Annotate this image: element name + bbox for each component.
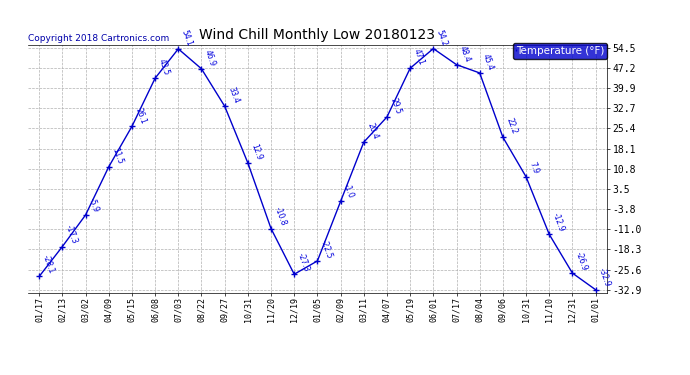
Text: 29.5: 29.5: [388, 97, 402, 116]
Title: Wind Chill Monthly Low 20180123: Wind Chill Monthly Low 20180123: [199, 28, 435, 42]
Text: 47.1: 47.1: [411, 48, 426, 67]
Text: 48.4: 48.4: [458, 44, 472, 63]
Text: -1.0: -1.0: [342, 183, 355, 200]
Text: 45.4: 45.4: [481, 53, 495, 72]
Text: 26.1: 26.1: [133, 106, 148, 125]
Text: Copyright 2018 Cartronics.com: Copyright 2018 Cartronics.com: [28, 33, 169, 42]
Text: 46.9: 46.9: [203, 48, 217, 68]
Text: 54.2: 54.2: [435, 28, 449, 47]
Text: 7.9: 7.9: [527, 161, 540, 176]
Text: -32.9: -32.9: [597, 267, 612, 288]
Text: 33.4: 33.4: [226, 86, 240, 105]
Text: -27.3: -27.3: [295, 251, 310, 273]
Text: -28.1: -28.1: [41, 254, 56, 275]
Text: -5.9: -5.9: [87, 196, 101, 214]
Text: -12.9: -12.9: [551, 211, 566, 233]
Text: 20.4: 20.4: [365, 122, 380, 141]
Text: -22.5: -22.5: [319, 238, 334, 260]
Text: -10.8: -10.8: [273, 206, 288, 227]
Text: -17.3: -17.3: [63, 224, 79, 245]
Text: 12.9: 12.9: [249, 143, 264, 162]
Legend: Temperature (°F): Temperature (°F): [513, 42, 607, 59]
Text: 43.5: 43.5: [157, 58, 170, 77]
Text: 11.5: 11.5: [110, 147, 124, 165]
Text: 54.1: 54.1: [179, 28, 194, 48]
Text: 22.2: 22.2: [504, 117, 518, 136]
Text: -26.9: -26.9: [574, 250, 589, 272]
